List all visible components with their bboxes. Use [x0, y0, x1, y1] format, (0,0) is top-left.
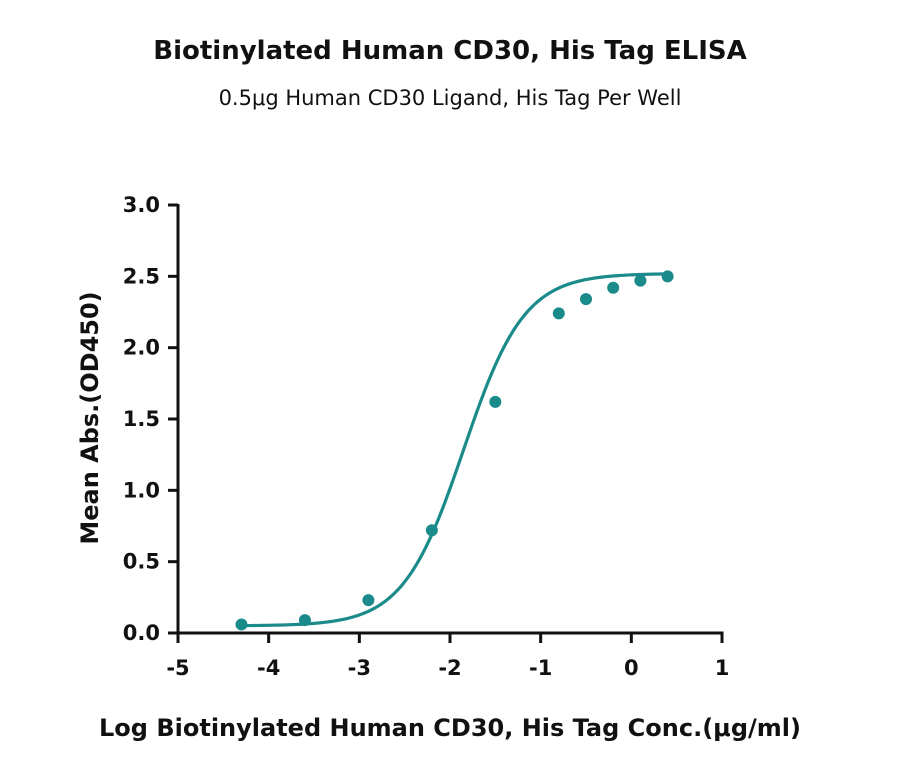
y-tick-label: 1.5	[123, 407, 160, 431]
data-point	[362, 594, 375, 607]
data-point	[552, 307, 565, 320]
chart-title: Biotinylated Human CD30, His Tag ELISA	[153, 36, 747, 66]
y-tick-label: 2.0	[123, 336, 160, 360]
x-tick-label: -4	[257, 656, 280, 680]
data-point	[661, 270, 674, 283]
x-tick-label: 1	[715, 656, 730, 680]
fit-curve-layer	[241, 272, 668, 628]
x-tick-label: -5	[166, 656, 189, 680]
chart-subtitle: 0.5μg Human CD30 Ligand, His Tag Per Wel…	[218, 86, 682, 110]
axes	[176, 204, 724, 635]
y-tick-label: 1.0	[123, 478, 160, 502]
x-tick-label: -2	[438, 656, 461, 680]
y-tick-label: 2.5	[123, 264, 160, 288]
data-point	[580, 293, 592, 306]
data-point	[235, 618, 248, 631]
data-point	[298, 614, 311, 627]
data-point	[489, 395, 502, 408]
y-axis-title: Mean Abs.(OD450)	[76, 291, 104, 544]
fit-curve	[241, 272, 668, 628]
data-point	[607, 281, 620, 294]
data-points	[235, 270, 674, 631]
data-point	[634, 274, 647, 287]
x-axis-title: Log Biotinylated Human CD30, His Tag Con…	[99, 714, 801, 742]
y-tick-label: 3.0	[123, 193, 160, 217]
y-tick-label: 0.0	[123, 621, 160, 645]
ticks: 0.0 0.5 1.0 1.5 2.0 2.5 3.0 -5 -4 -3 -2 -1 0 1	[123, 193, 730, 680]
y-tick-label: 0.5	[123, 550, 160, 574]
x-tick-label: 0	[624, 656, 639, 680]
x-tick-label: -1	[529, 656, 552, 680]
data-point	[425, 524, 438, 537]
x-tick-label: -3	[348, 656, 371, 680]
